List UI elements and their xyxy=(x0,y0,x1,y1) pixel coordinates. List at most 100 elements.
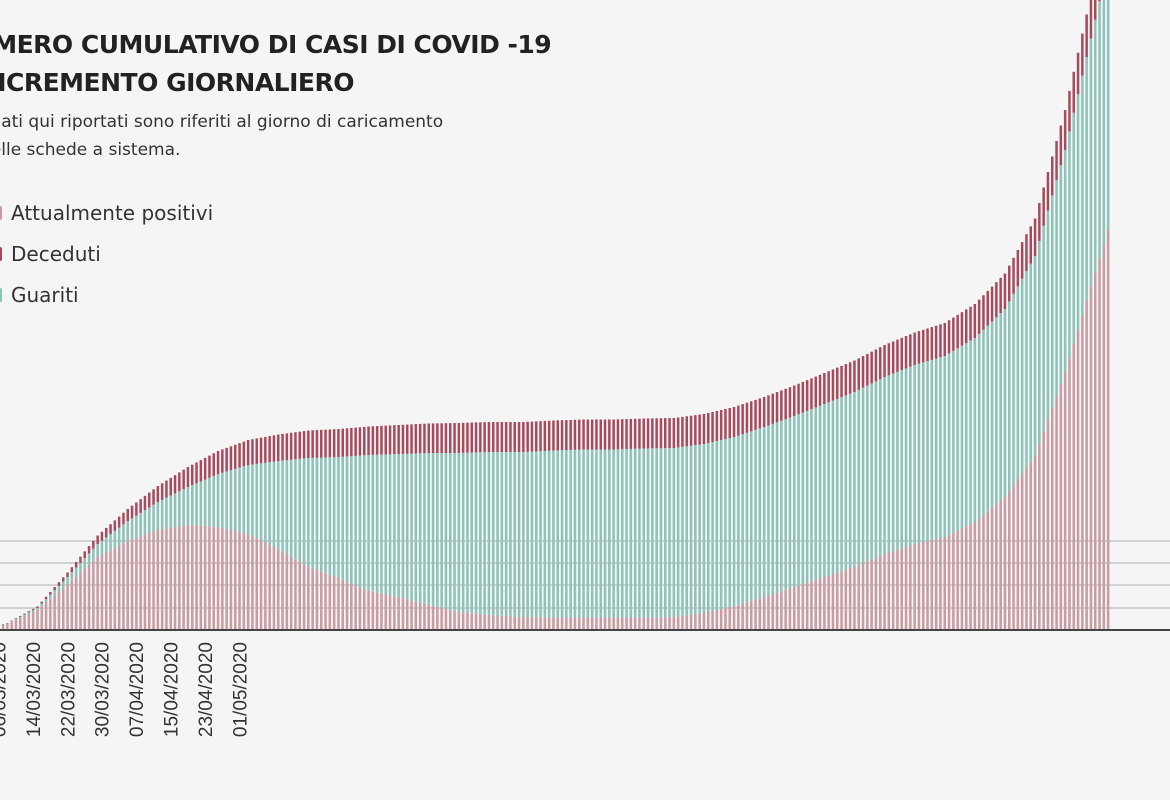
bar-guariti xyxy=(74,567,78,577)
bar-attualmente-positivi xyxy=(780,591,783,630)
bar-attualmente-positivi xyxy=(57,591,61,630)
bar-guariti xyxy=(909,366,912,546)
legend-item-guariti[interactable]: Guariti xyxy=(0,274,213,315)
bar-attualmente-positivi xyxy=(556,617,559,630)
bar-attualmente-positivi xyxy=(440,608,443,630)
bar-deceduti xyxy=(238,443,241,468)
bar-attualmente-positivi xyxy=(6,624,9,630)
bar-attualmente-positivi xyxy=(754,599,757,630)
bar-guariti xyxy=(827,402,830,576)
bar-attualmente-positivi xyxy=(436,607,439,630)
bar-attualmente-positivi xyxy=(31,612,35,630)
bar-attualmente-positivi xyxy=(986,511,989,630)
bar-deceduti xyxy=(702,414,706,444)
bar-deceduti xyxy=(711,412,714,442)
bar-deceduti xyxy=(302,431,306,459)
bar-guariti xyxy=(70,572,74,581)
bar-deceduti xyxy=(371,426,375,455)
bar-deceduti xyxy=(1020,242,1024,279)
bar-guariti xyxy=(552,450,555,618)
bar-guariti xyxy=(556,450,559,618)
bar-deceduti xyxy=(737,405,740,436)
bar-deceduti xyxy=(810,378,813,410)
bar-guariti xyxy=(904,368,908,547)
bar-guariti xyxy=(1055,180,1058,396)
bar-attualmente-positivi xyxy=(83,568,86,630)
bar-guariti xyxy=(182,489,185,526)
bar-deceduti xyxy=(917,331,921,364)
bar-guariti xyxy=(397,454,400,597)
bar-guariti xyxy=(44,599,48,603)
bar-attualmente-positivi xyxy=(14,620,18,630)
bar-attualmente-positivi xyxy=(934,539,938,630)
bar-deceduti xyxy=(741,404,744,435)
bar-deceduti xyxy=(79,556,82,563)
bar-deceduti xyxy=(182,469,185,490)
bar-attualmente-positivi xyxy=(109,550,112,630)
bar-attualmente-positivi xyxy=(947,534,951,630)
bar-deceduti xyxy=(526,421,529,452)
bar-deceduti xyxy=(668,418,671,449)
bar-deceduti xyxy=(328,429,332,458)
bar-attualmente-positivi xyxy=(990,507,994,630)
legend-item-attualmente-positivi[interactable]: Attualmente positivi xyxy=(0,192,213,233)
bar-deceduti xyxy=(19,615,22,617)
bar-deceduti xyxy=(191,464,194,486)
bar-attualmente-positivi xyxy=(745,602,749,630)
bar-guariti xyxy=(913,365,916,544)
bar-attualmente-positivi xyxy=(1020,473,1024,630)
bar-guariti xyxy=(122,524,125,544)
bar-attualmente-positivi xyxy=(234,531,237,630)
bar-attualmente-positivi xyxy=(866,561,869,630)
bar-attualmente-positivi xyxy=(762,597,766,630)
legend-item-deceduti[interactable]: Deceduti xyxy=(0,233,213,274)
bar-guariti xyxy=(1,624,5,625)
bar-guariti xyxy=(565,450,568,618)
bar-guariti xyxy=(268,462,271,545)
bar-guariti xyxy=(165,497,168,529)
bar-attualmente-positivi xyxy=(664,617,667,630)
bar-attualmente-positivi xyxy=(315,570,319,630)
bar-attualmente-positivi xyxy=(750,600,753,630)
bar-guariti xyxy=(440,453,443,608)
bar-deceduti xyxy=(814,376,817,408)
bar-attualmente-positivi xyxy=(246,534,250,630)
bar-guariti xyxy=(853,392,856,567)
bar-attualmente-positivi xyxy=(410,600,413,630)
bar-attualmente-positivi xyxy=(453,611,456,630)
bar-deceduti xyxy=(31,608,35,611)
bar-deceduti xyxy=(904,336,908,369)
bar-deceduti xyxy=(1008,265,1011,302)
bar-guariti xyxy=(698,444,701,614)
bar-attualmente-positivi xyxy=(461,612,465,630)
bar-deceduti xyxy=(117,516,121,528)
bar-attualmente-positivi xyxy=(414,601,418,630)
bar-deceduti xyxy=(341,428,344,457)
x-tick-label: 22/03/2020 xyxy=(58,642,79,737)
bar-attualmente-positivi xyxy=(87,564,91,630)
bar-deceduti xyxy=(277,434,280,461)
bar-deceduti xyxy=(208,455,211,478)
bar-attualmente-positivi xyxy=(66,584,69,630)
bar-guariti xyxy=(625,449,628,618)
bar-guariti xyxy=(130,518,134,540)
bar-attualmente-positivi xyxy=(487,615,491,630)
bar-attualmente-positivi xyxy=(238,532,241,630)
bar-guariti xyxy=(436,453,439,607)
bar-attualmente-positivi xyxy=(509,616,512,630)
bar-guariti xyxy=(113,530,117,548)
bar-guariti xyxy=(414,453,418,602)
bar-deceduti xyxy=(947,320,951,354)
bar-attualmente-positivi xyxy=(195,525,198,630)
bar-guariti xyxy=(999,313,1002,501)
bar-deceduti xyxy=(887,343,891,376)
bar-deceduti xyxy=(431,423,435,453)
bar-guariti xyxy=(629,448,633,618)
bar-guariti xyxy=(487,452,491,615)
bar-attualmente-positivi xyxy=(1068,357,1071,630)
bar-guariti xyxy=(655,448,658,618)
bar-guariti xyxy=(492,452,495,616)
bar-deceduti xyxy=(350,427,353,457)
bar-deceduti xyxy=(414,424,418,454)
bar-deceduti xyxy=(896,339,899,372)
